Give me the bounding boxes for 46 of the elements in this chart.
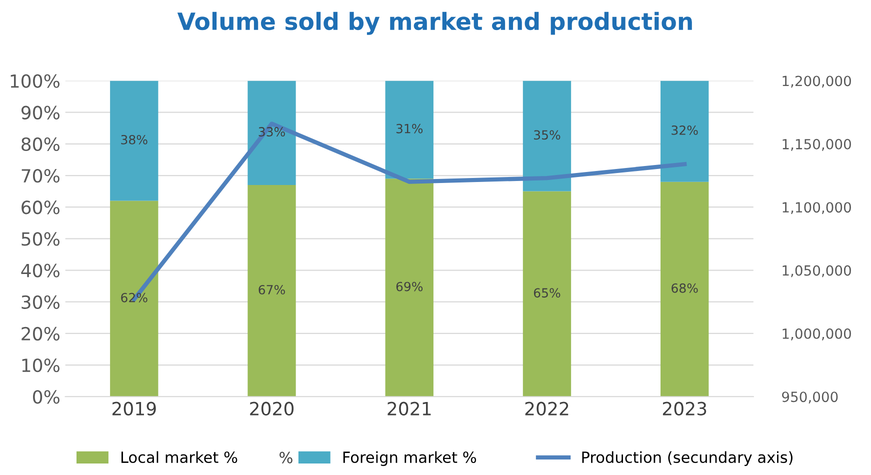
bar bbox=[248, 184, 296, 397]
data-label: 69% bbox=[396, 282, 423, 292]
bar bbox=[522, 191, 572, 397]
data-label: 38% bbox=[121, 134, 148, 144]
bar bbox=[385, 80, 434, 179]
data-label: 31% bbox=[396, 124, 423, 134]
data-label: 32% bbox=[672, 125, 698, 135]
y-tick-label: 70% bbox=[22, 168, 60, 183]
bar bbox=[660, 182, 709, 397]
bar bbox=[248, 80, 296, 185]
y2-tick-label: 1,200,000 bbox=[782, 76, 851, 88]
y-tick-label: 20% bbox=[22, 326, 60, 341]
x-tick-label: 2022 bbox=[525, 402, 568, 416]
data-label: 65% bbox=[534, 288, 560, 298]
bar bbox=[110, 80, 158, 201]
legend-label: Production (secundary axis) bbox=[582, 451, 792, 466]
data-label: 67% bbox=[258, 284, 285, 294]
y-tick-label: 40% bbox=[21, 264, 60, 278]
y2-tick-label: 950,000 bbox=[782, 392, 838, 404]
y-tick-label: 0% bbox=[33, 390, 60, 404]
x-tick-label: 2020 bbox=[250, 402, 294, 416]
legend-label: Foreign market % bbox=[343, 451, 476, 466]
legend-label: Local market % bbox=[121, 451, 238, 464]
bar bbox=[660, 80, 709, 182]
y-tick-label: 100% bbox=[10, 74, 60, 88]
y-tick-label: 30% bbox=[22, 295, 60, 309]
data-label: 35% bbox=[534, 130, 560, 140]
y2-tick-label: 1,000,000 bbox=[782, 328, 851, 340]
text: % bbox=[280, 452, 292, 464]
y-tick-label: 60% bbox=[22, 200, 60, 214]
y2-tick-label: 1,050,000 bbox=[782, 265, 851, 278]
data-label: 33% bbox=[258, 127, 285, 136]
y-tick-label: 90% bbox=[21, 106, 60, 120]
x-tick-label: 2021 bbox=[388, 402, 431, 416]
bar bbox=[522, 80, 572, 192]
y2-tick-label: 1,100,000 bbox=[782, 202, 851, 214]
x-tick-label: 2023 bbox=[662, 402, 706, 416]
x-tick-label: 2019 bbox=[112, 402, 156, 416]
y-tick-label: 10% bbox=[22, 358, 60, 372]
data-label: 68% bbox=[672, 283, 698, 293]
bar bbox=[385, 178, 434, 397]
chart-title: Volume sold by market and production bbox=[177, 12, 692, 35]
y-tick-label: 50% bbox=[22, 232, 60, 246]
bar bbox=[110, 200, 158, 397]
y-tick-label: 80% bbox=[22, 137, 60, 152]
y2-tick-label: 1,150,000 bbox=[782, 138, 851, 151]
